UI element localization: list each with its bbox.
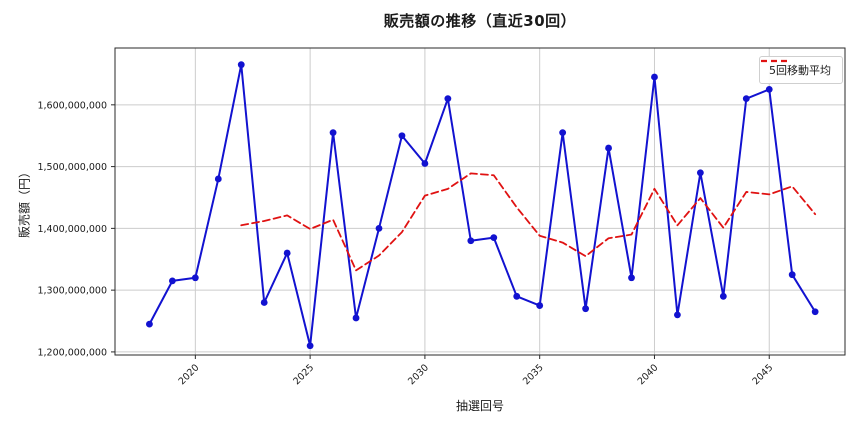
data-point-marker bbox=[214, 175, 222, 183]
chart-title: 販売額の推移（直近30回） bbox=[383, 12, 577, 30]
sales-line-series bbox=[148, 63, 817, 347]
x-tick-label: 2030 bbox=[406, 362, 431, 387]
data-point-marker bbox=[375, 224, 383, 232]
data-point-marker bbox=[421, 160, 429, 167]
data-point-marker bbox=[742, 95, 750, 103]
y-tick-label: 1,300,000,000 bbox=[37, 286, 107, 297]
data-point-marker bbox=[765, 85, 773, 93]
data-point-marker bbox=[146, 320, 153, 328]
x-tick-label: 2020 bbox=[177, 362, 202, 387]
data-point-marker bbox=[306, 342, 314, 350]
data-point-marker bbox=[719, 292, 727, 300]
legend: 5回移動平均 bbox=[759, 56, 843, 84]
y-tick-label: 1,200,000,000 bbox=[37, 347, 107, 358]
y-tick-label: 1,600,000,000 bbox=[37, 100, 107, 111]
moving-average-line bbox=[240, 172, 817, 272]
data-point-marker bbox=[674, 311, 681, 319]
y-tick-label: 1,400,000,000 bbox=[37, 224, 107, 235]
data-point-marker bbox=[536, 302, 544, 309]
data-point-marker bbox=[513, 292, 521, 300]
x-tick-label: 2045 bbox=[750, 362, 775, 387]
data-point-marker bbox=[559, 129, 567, 137]
data-point-marker bbox=[788, 271, 796, 279]
data-point-marker bbox=[283, 249, 291, 257]
legend-label: 5回移動平均 bbox=[769, 64, 831, 77]
x-axis-label: 抽選回号 bbox=[455, 399, 504, 413]
y-tick-label: 1,500,000,000 bbox=[37, 162, 107, 173]
data-point-marker bbox=[811, 308, 819, 316]
data-point-marker bbox=[467, 237, 475, 245]
data-point-marker bbox=[628, 274, 635, 282]
data-point-marker bbox=[168, 277, 176, 285]
data-point-marker bbox=[651, 73, 658, 81]
plot-border bbox=[114, 47, 846, 356]
data-point-marker bbox=[191, 274, 199, 282]
data-point-marker bbox=[352, 314, 360, 322]
data-point-marker bbox=[490, 234, 498, 242]
data-point-marker bbox=[237, 61, 245, 69]
data-point-marker bbox=[398, 132, 406, 140]
data-point-marker bbox=[582, 305, 589, 313]
x-tick-label: 2035 bbox=[521, 362, 546, 387]
data-point-marker bbox=[260, 299, 268, 306]
moving-average-legend-swatch bbox=[761, 59, 791, 63]
data-point-marker bbox=[444, 95, 452, 103]
data-point-marker bbox=[696, 169, 704, 177]
x-tick-label: 2040 bbox=[636, 362, 661, 387]
data-point-marker bbox=[329, 129, 337, 137]
data-point-marker bbox=[605, 144, 612, 152]
x-tick-label: 2025 bbox=[291, 362, 316, 387]
